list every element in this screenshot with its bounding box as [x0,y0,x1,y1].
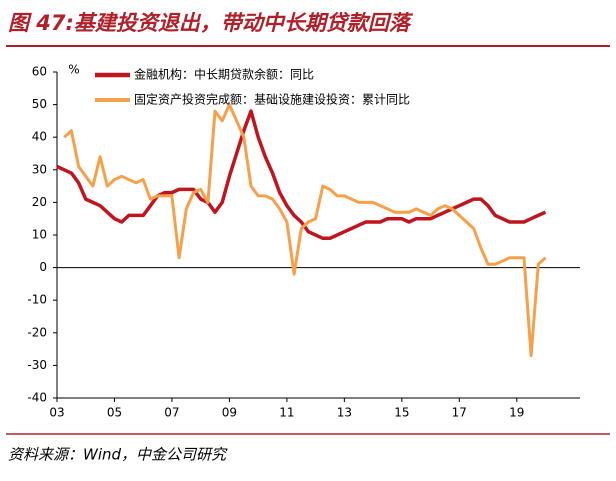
y-tick-label: 30 [32,162,47,176]
y-tick-label: -20 [27,325,47,339]
x-tick-label: 13 [337,406,352,420]
x-tick-label: 17 [452,406,467,420]
y-tick-label: 60 [32,65,47,79]
y-tick-label: 20 [32,195,47,209]
x-tick-label: 07 [164,406,179,420]
y-tick-label: 40 [32,130,47,144]
y-tick-label: 10 [32,228,47,242]
y-tick-label: 50 [32,97,47,111]
x-tick-label: 05 [107,406,122,420]
y-tick-label: -10 [27,293,47,307]
chart-title: 图 47:基建投资退出，带动中长期贷款回落 [8,11,414,35]
x-tick-label: 03 [49,406,64,420]
legend-label: 固定资产投资完成额：基础设施建设投资：累计同比 [134,92,410,107]
x-tick-label: 11 [279,406,294,420]
y-unit: % [68,63,79,77]
source: 资料来源：Wind，中金公司研究 [8,446,228,464]
x-tick-label: 19 [509,406,524,420]
y-tick-label: -40 [27,391,47,405]
series-line [56,109,547,241]
y-tick-label: 0 [39,260,47,274]
y-tick-label: -30 [27,358,47,372]
x-tick-label: 09 [222,406,237,420]
x-tick-label: 15 [394,406,409,420]
legend-label: 金融机构：中长期贷款余额：同比 [134,67,314,82]
series-line [63,103,547,358]
